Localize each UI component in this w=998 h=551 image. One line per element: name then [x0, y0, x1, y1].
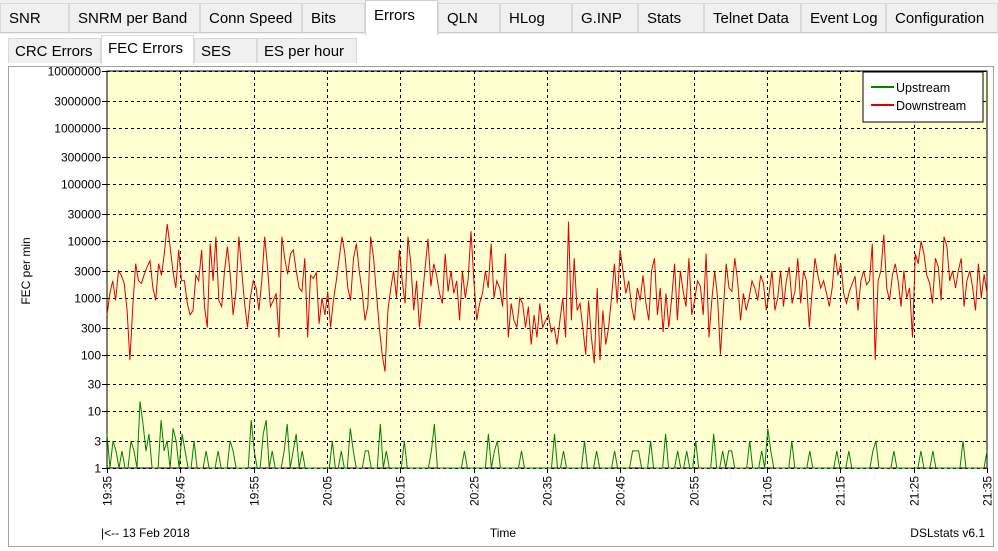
x-tick-label: 20:35	[541, 476, 555, 506]
y-tick-label: 10000	[68, 235, 102, 249]
tab-telnet-data[interactable]: Telnet Data	[704, 3, 801, 33]
x-tick-label: 20:15	[394, 476, 408, 506]
y-tick-label: 300	[81, 322, 101, 336]
y-tick-label: 3000000	[54, 95, 101, 109]
x-tick-label: 21:05	[761, 476, 775, 506]
errors-subtab-bar: CRC Errors FEC Errors SES ES per hour	[0, 34, 998, 65]
y-tick-label: 1000000	[54, 122, 101, 136]
subtab-ses[interactable]: SES	[194, 38, 257, 65]
legend-label-downstream: Downstream	[896, 99, 966, 113]
main-tab-bar: SNR SNRM per Band Conn Speed Bits Errors QLN H…	[0, 0, 998, 35]
y-tick-label: 10	[88, 405, 102, 419]
tab-snrm-per-band[interactable]: SNRM per Band	[69, 3, 200, 33]
x-axis-title: Time	[490, 526, 517, 540]
y-axis-title: FEC per min	[19, 237, 33, 304]
tab-hlog[interactable]: HLog	[500, 3, 572, 33]
legend-box	[862, 71, 984, 123]
x-tick-label: 19:55	[248, 476, 262, 506]
y-tick-label: 30	[88, 378, 102, 392]
series-line-upstream	[106, 401, 988, 469]
y-tick-label: 3000	[74, 265, 101, 279]
x-tick-label: 20:45	[614, 476, 628, 506]
y-tick-label: 100	[81, 349, 101, 363]
legend-label-upstream: Upstream	[896, 81, 950, 95]
chart-legend: Upstream Downstream	[862, 71, 984, 123]
tab-stats[interactable]: Stats	[638, 3, 704, 33]
x-tick-label: 20:05	[321, 476, 335, 506]
y-tick-label: 1000	[74, 292, 101, 306]
y-tick-label: 100000	[61, 178, 101, 192]
chart-frame: 1 3 10 30 100 300 1000 3000 10000 30000 100000 3000…	[8, 66, 994, 547]
subtab-fec-errors[interactable]: FEC Errors	[101, 35, 194, 65]
x-tick-label: 20:25	[468, 476, 482, 506]
subtab-crc-errors[interactable]: CRC Errors	[8, 38, 101, 65]
x-tick-label: 19:45	[174, 476, 188, 506]
tab-g-inp[interactable]: G.INP	[572, 3, 638, 33]
subtab-es-per-hour[interactable]: ES per hour	[257, 38, 357, 65]
tab-conn-speed[interactable]: Conn Speed	[200, 3, 302, 33]
tab-snr[interactable]: SNR	[0, 3, 69, 33]
chart-panel: 1 3 10 30 100 300 1000 3000 10000 30000 100000 3000…	[0, 63, 998, 551]
x-tick-label: 21:35	[981, 476, 994, 506]
series-line-downstream	[106, 221, 988, 372]
y-tick-label: 3	[94, 435, 101, 449]
y-tick-label: 30000	[68, 208, 102, 222]
tab-bits[interactable]: Bits	[302, 3, 365, 33]
x-tick-label: 20:55	[688, 476, 702, 506]
y-tick-label: 300000	[61, 151, 101, 165]
x-tick-label: 21:25	[908, 476, 922, 506]
y-tick-label: 1	[94, 462, 101, 476]
tab-qln[interactable]: QLN	[438, 3, 500, 33]
start-date-label: |<-- 13 Feb 2018	[101, 526, 190, 540]
tab-errors[interactable]: Errors	[365, 0, 438, 35]
x-tick-label: 21:15	[834, 476, 848, 506]
tab-event-log[interactable]: Event Log	[801, 3, 886, 33]
x-tick-label: 19:35	[101, 476, 115, 506]
y-tick-label: 10000000	[48, 67, 102, 79]
fec-errors-chart: 1 3 10 30 100 300 1000 3000 10000 30000 100000 3000…	[19, 67, 994, 540]
tab-configuration[interactable]: Configuration	[886, 3, 998, 33]
app-version-label: DSLstats v6.1	[910, 526, 985, 540]
